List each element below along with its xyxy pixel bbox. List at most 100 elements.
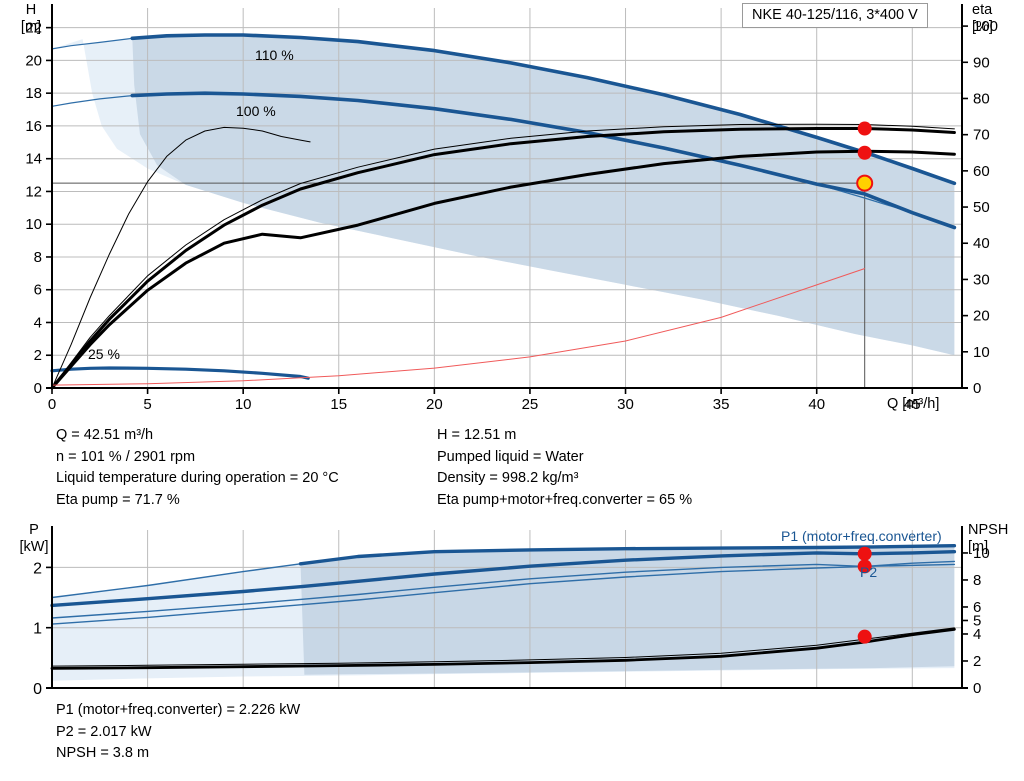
curve-npsh: [51, 268, 865, 386]
readout-left-line-1: Q = 42.51 m³/h: [56, 427, 154, 443]
tick-label-q: 5: [143, 396, 151, 413]
lower-y-left-title-line2: [kW]: [19, 539, 49, 555]
lower-curve-label-p1: P1 (motor+freq.converter): [781, 528, 942, 544]
readout-right-line-1: H = 12.51 m: [437, 427, 517, 443]
lower-curve-label-p2: P2: [860, 564, 878, 580]
tick-label-p: 2: [33, 560, 42, 577]
readout-right-line-3: Density = 998.2 kg/m³: [437, 470, 579, 486]
upper-y-right-title-line1: eta: [972, 2, 993, 18]
chart-title-box: NKE 40-125/116, 3*400 V: [742, 3, 928, 28]
upper-curve-label-25: 25 %: [88, 346, 120, 362]
duty-point-marker[interactable]: [856, 174, 874, 192]
upper-y-right-axis-title: eta [%]: [972, 2, 1016, 36]
npsh-marker[interactable]: [857, 629, 872, 644]
upper-y-right-title-line2: [%]: [972, 19, 993, 35]
lower-y-right-title-line1: NPSH: [968, 522, 1009, 538]
tick-label-h: 8: [34, 249, 42, 266]
lower-y-left-axis-title: P [kW]: [14, 522, 54, 556]
tick-label-eta: 60: [973, 163, 990, 180]
upper-y-left-title-line2: [m]: [20, 19, 42, 35]
tick-label-h: 2: [34, 347, 42, 364]
lower-y-right-title-line2: [m]: [968, 539, 989, 555]
upper-curve-label-100: 100 %: [236, 103, 276, 119]
tick-label-eta: 40: [973, 235, 990, 252]
tick-label-eta: 0: [973, 380, 981, 397]
tick-label-h: 22: [25, 20, 42, 37]
tick-label-q: 0: [48, 396, 56, 413]
power-npsh-chart: 0 1 2 0 2 456 8 10: [33, 526, 990, 698]
eta-pump-marker[interactable]: [857, 121, 872, 136]
readout-left-line-2: n = 101 % / 2901 rpm: [56, 448, 196, 465]
readout-bottom-line-2: P2 = 2.017 kW: [56, 723, 152, 740]
tick-label-p: 1: [33, 621, 42, 638]
readout-right-column: H = 12.51 m Pumped liquid = Water Density …: [437, 425, 692, 511]
curve-npsh-upper-band: [51, 627, 955, 667]
tick-label-q: 45: [904, 396, 921, 413]
upper-x-axis-title: Q [m³/h]: [887, 396, 940, 412]
tick-label-h: 18: [25, 85, 42, 102]
tick-label-q: 25: [522, 396, 539, 413]
tick-label-npsh: 0: [973, 680, 981, 697]
lower-envelope-main: [300, 545, 955, 675]
readout-right-line-4: Eta pump+motor+freq.converter = 65 %: [437, 491, 693, 508]
curve-efficiency-motor-thin-peak-curve: [51, 126, 311, 389]
lower-y-right-axis-title: NPSH [m]: [968, 522, 1024, 556]
upper-curve-label-110: 110 %: [255, 47, 294, 63]
tick-label-h: 4: [34, 314, 42, 331]
tick-label-npsh: 6: [973, 599, 981, 616]
readout-left-column: Q = 42.51 m³/h n = 101 % / 2901 rpm Liquid…: [56, 425, 339, 511]
tick-label-eta: 90: [973, 54, 990, 71]
curve-head-100-thick-valid-range: [130, 91, 957, 230]
tick-label-npsh: 5: [973, 612, 981, 629]
readout-right-line-2: Pumped liquid = Water: [437, 448, 584, 465]
p2-marker[interactable]: [857, 559, 872, 574]
curve-head-25: [50, 366, 310, 380]
tick-label-p: 0: [33, 681, 42, 698]
upper-y-left-axis-title: H [m]: [14, 2, 48, 36]
tick-label-h: 10: [25, 216, 42, 233]
curve-p2-lower-band: [51, 563, 956, 625]
readout-bottom-column: P1 (motor+freq.converter) = 2.226 kW P2 =…: [56, 700, 300, 765]
head-efficiency-chart: 0246810121416182022010203040506070809010…: [25, 4, 998, 413]
readout-bottom-line-1: P1 (motor+freq.converter) = 2.226 kW: [56, 702, 301, 718]
p1-marker[interactable]: [857, 546, 872, 561]
tick-label-h: 16: [25, 118, 42, 135]
tick-label-h: 20: [25, 52, 42, 69]
tick-label-q: 10: [235, 396, 252, 413]
upper-envelope-main: [132, 35, 955, 356]
tick-label-npsh: 2: [973, 653, 981, 670]
curve-efficiency-eta-upper-band: [51, 123, 955, 389]
curve-p1-motor-freq-converter-110-thick: [298, 544, 957, 566]
tick-label-eta: 80: [973, 90, 990, 107]
tick-label-npsh: 4: [973, 626, 981, 643]
curve-efficiency-eta-pump: [50, 127, 956, 390]
tick-label-eta: 30: [973, 271, 990, 288]
curve-efficiency-eta-nominal: [50, 149, 956, 390]
tick-label-q: 30: [617, 396, 634, 413]
tick-label-h: 0: [34, 380, 42, 397]
tick-label-eta: 70: [973, 127, 990, 144]
tick-label-eta: 100: [973, 18, 998, 35]
curve-npsh-curve: [50, 627, 956, 670]
tick-label-h: 14: [25, 151, 42, 168]
readout-left-line-4: Eta pump = 71.7 %: [56, 491, 180, 508]
tick-label-h: 6: [34, 282, 42, 299]
curve-head-110-thick-valid-range: [130, 33, 957, 186]
tick-label-q: 40: [808, 396, 825, 413]
upper-y-left-title-line1: H: [25, 2, 37, 18]
readout-left-line-3: Liquid temperature during operation = 20…: [56, 470, 339, 486]
tick-label-eta: 50: [973, 199, 990, 216]
tick-label-npsh: 10: [973, 545, 990, 562]
tick-label-q: 15: [330, 396, 347, 413]
lower-tick-labels: 0 1 2 0 2 456 8 10: [33, 545, 990, 698]
tick-label-eta: 20: [973, 308, 990, 325]
tick-label-q: 20: [426, 396, 443, 413]
readout-bottom-line-3: NPSH = 3.8 m: [56, 745, 150, 761]
tick-label-h: 12: [25, 183, 42, 200]
tick-label-eta: 10: [973, 344, 990, 361]
eta-total-marker[interactable]: [857, 145, 872, 160]
tick-label-npsh: 8: [973, 572, 981, 589]
upper-tick-labels: 0246810121416182022010203040506070809010…: [25, 18, 998, 413]
tick-label-q: 35: [713, 396, 730, 413]
